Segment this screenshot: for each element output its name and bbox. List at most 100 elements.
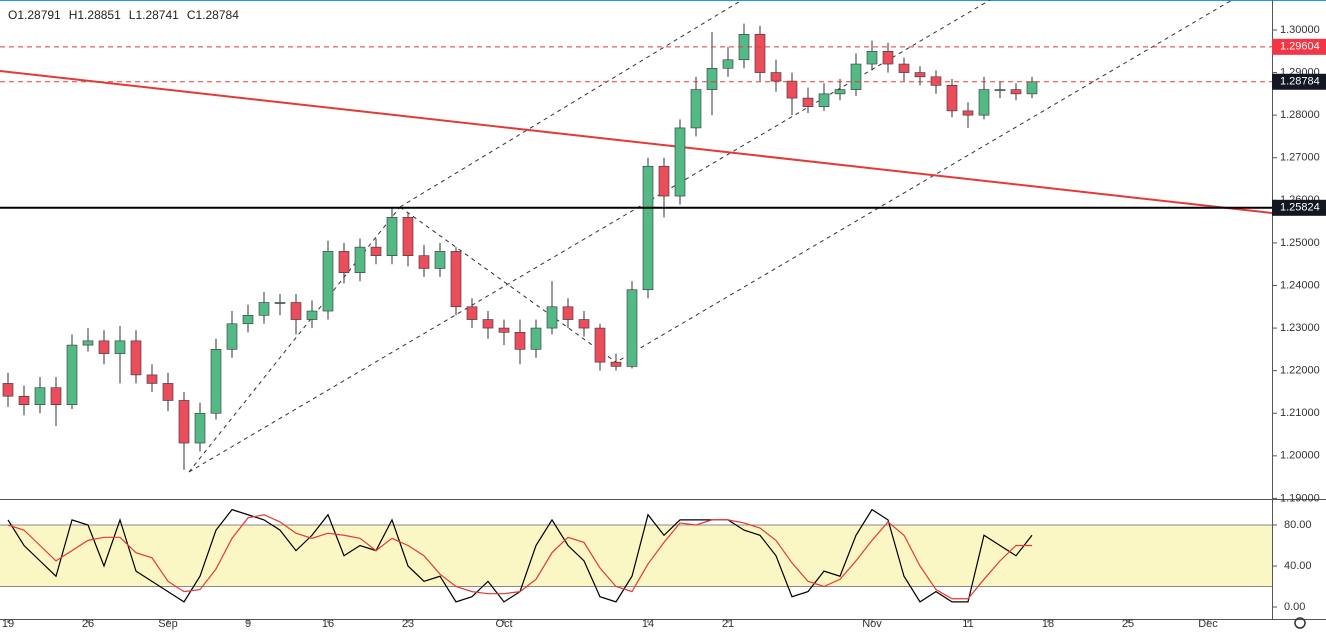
y-tick-label: 40.00 [1284,560,1312,572]
candle-body [66,344,78,406]
candle-body [194,412,206,444]
x-tick-label: 14 [642,618,654,630]
candle-body [994,89,1006,91]
ohlc-value: C1.28784 [187,8,239,22]
x-tick-label: Nov [862,618,882,630]
y-tick-label: 1.20000 [1280,450,1320,462]
candle-body [114,340,126,354]
candle-body [898,63,910,73]
candle-body [162,383,174,401]
candle-body [498,327,510,333]
candle-body [226,323,238,350]
candle-body [658,165,670,197]
candle-body [450,251,462,308]
x-tick-label: Sep [158,618,178,630]
candle-body [674,127,686,197]
settings-gear[interactable] [1294,617,1306,629]
price-badge-label: 1.25824 [1280,202,1320,214]
candle-body [274,302,286,304]
candle-body [594,327,606,363]
candle-body [418,255,430,269]
candle-body [18,395,30,406]
price-badge [1272,38,1326,55]
candle-body [514,332,526,350]
y-tick-label: 80.00 [1284,519,1312,531]
candle-body [354,246,366,274]
candle-body [402,217,414,256]
channel-line [619,0,1233,361]
oscillator-band [0,525,1272,587]
x-tick-label: 23 [402,618,414,630]
candle-body [50,387,62,406]
candle-body [690,89,702,129]
candle-body [610,361,622,367]
trend-line [399,206,621,366]
candle-body [130,340,142,376]
price-badge-label: 1.28784 [1280,76,1320,88]
x-tick-label: 26 [82,618,94,630]
candle-body [290,302,302,320]
y-tick-label: 1.30000 [1280,24,1320,36]
candle-body [338,251,350,274]
candle-body [962,110,974,116]
x-tick-label: Dec [1198,618,1218,630]
channel-line [399,0,743,208]
candle-body [34,387,46,406]
candle-body [210,349,222,414]
x-tick-label: 16 [322,618,334,630]
candle-body [482,319,494,329]
candle-body [786,80,798,99]
ohlc-value: L1.28741 [129,8,179,22]
y-tick-label: 1.22000 [1280,365,1320,377]
candle-body [178,400,190,444]
candle-body [370,246,382,256]
candle-body [146,374,158,384]
candle-body [562,306,574,320]
candle-body [882,50,894,65]
x-tick-label: Oct [495,618,512,630]
candle-body [434,251,446,269]
x-tick-label: 25 [1122,618,1134,630]
x-tick-label: 9 [245,618,251,630]
candle-body [98,340,110,354]
candle-body [914,72,926,78]
candle-body [754,33,766,73]
candle-body [722,59,734,69]
candle-body [466,306,478,320]
candle-body [706,68,718,90]
candle-body [978,89,990,116]
price-badge [1272,199,1326,216]
candle-body [82,340,94,346]
y-tick-label: 0.00 [1284,601,1305,613]
candle-body [866,50,878,65]
candle-body [850,63,862,90]
candle-body [818,93,830,107]
price-badge-label: 1.29604 [1280,41,1320,53]
trend-line [0,70,1273,214]
ohlc-value: O1.28791 [8,8,61,22]
candle-body [242,314,254,325]
y-tick-label: 1.28000 [1280,109,1320,121]
candle-body [2,383,14,397]
candle-body [578,319,590,329]
candle-body [770,72,782,82]
x-tick-label: 19 [2,618,14,630]
candle-body [322,251,334,312]
ohlc-value: H1.28851 [69,8,121,22]
y-tick-label: 1.27000 [1280,152,1320,164]
y-tick-label: 1.19000 [1280,492,1320,504]
candle-body [626,289,638,367]
candle-body [802,97,814,107]
candle-body [946,85,958,112]
y-tick-label: 1.25000 [1280,237,1320,249]
oscillator-line [7,514,1032,600]
candle-body [546,306,558,329]
candle-body [930,76,942,86]
candle-body [306,310,318,320]
x-tick-label: 18 [1042,618,1054,630]
x-tick-label: 21 [722,618,734,630]
candle-body [258,302,270,316]
settings-icon[interactable] [1294,617,1306,629]
candle-body [530,327,542,350]
